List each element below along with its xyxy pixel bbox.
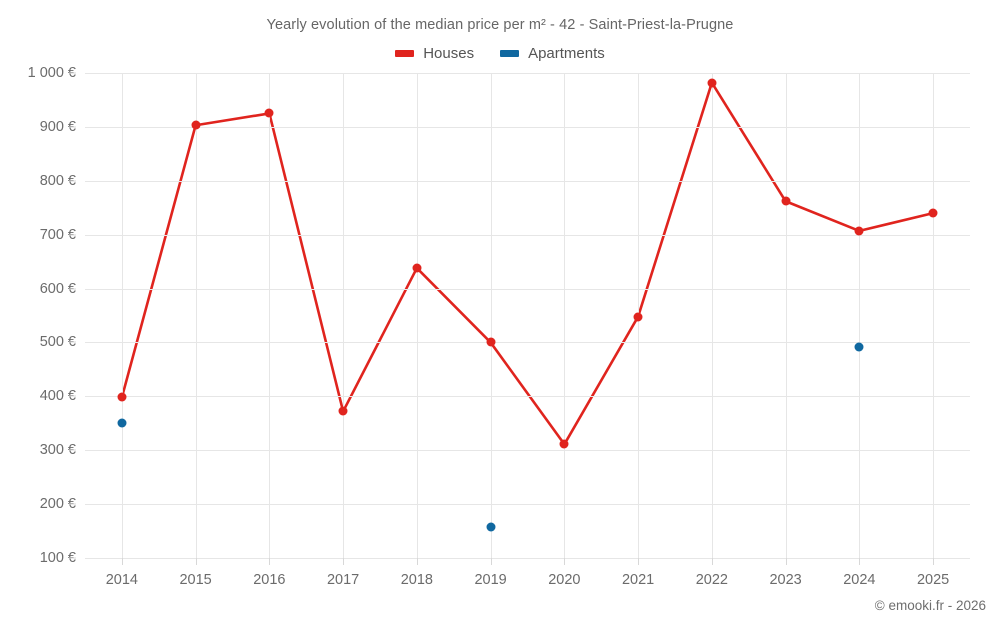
legend-item-label: Houses bbox=[423, 45, 475, 62]
gridline-horizontal bbox=[85, 396, 970, 398]
x-axis-tick-mark bbox=[195, 558, 197, 565]
y-axis-tick-mark bbox=[69, 288, 76, 290]
data-point-houses-2015[interactable] bbox=[191, 120, 201, 130]
x-axis-tick-mark bbox=[933, 558, 935, 565]
y-axis-tick-label: 1 000 € bbox=[27, 65, 76, 81]
x-axis-tick-label: 2022 bbox=[695, 572, 729, 588]
y-axis-tick-mark bbox=[69, 395, 76, 397]
y-axis-tick-mark bbox=[69, 449, 76, 451]
gridline-vertical bbox=[343, 73, 345, 558]
gridline-vertical bbox=[711, 73, 713, 558]
gridline-vertical bbox=[121, 73, 123, 558]
x-axis-tick-mark bbox=[269, 558, 271, 565]
data-point-houses-2020[interactable] bbox=[559, 439, 569, 449]
data-point-houses-2019[interactable] bbox=[486, 337, 496, 347]
gridline-vertical bbox=[933, 73, 935, 558]
x-axis-tick-label: 2019 bbox=[474, 572, 507, 588]
gridline-horizontal bbox=[85, 73, 970, 74]
y-axis-tick-mark bbox=[69, 72, 76, 74]
y-axis-tick-label: 500 € bbox=[39, 334, 76, 351]
data-point-houses-2025[interactable] bbox=[928, 208, 938, 218]
series-line-houses bbox=[120, 81, 935, 446]
x-axis-tick-mark bbox=[343, 558, 345, 565]
gridline-horizontal bbox=[85, 234, 970, 236]
data-point-houses-2024[interactable] bbox=[854, 226, 864, 236]
data-point-houses-2022[interactable] bbox=[707, 78, 717, 88]
chart-title: Yearly evolution of the median price per… bbox=[266, 17, 734, 33]
data-point-apartments-2019[interactable] bbox=[486, 522, 496, 532]
data-point-apartments-2024[interactable] bbox=[854, 342, 864, 352]
x-axis-tick-label: 2025 bbox=[916, 572, 950, 588]
y-axis-tick-label: 100 € bbox=[39, 550, 76, 566]
data-point-houses-2021[interactable] bbox=[633, 312, 643, 322]
legend-item-apartments[interactable]: Apartments bbox=[500, 45, 605, 62]
x-axis: 2014 2015 2016 2017 2018 2019 2020 2021 2022 2023… bbox=[85, 558, 970, 598]
x-axis-tick-label: 2015 bbox=[179, 572, 212, 588]
y-axis: 1 000 € 900 € 800 € 700 € 600 € 500 € 400 € 300… bbox=[0, 65, 76, 566]
y-axis-tick-label: 400 € bbox=[39, 388, 76, 405]
legend-item-label: Apartments bbox=[528, 45, 605, 62]
x-axis-tick-label: 2021 bbox=[621, 572, 655, 588]
y-axis-tick-mark bbox=[69, 503, 76, 505]
legend-swatch-icon bbox=[500, 50, 520, 57]
plot-area bbox=[85, 73, 970, 559]
y-axis-tick-mark bbox=[69, 341, 76, 343]
gridline-horizontal bbox=[85, 504, 970, 506]
y-axis-tick-mark bbox=[69, 126, 76, 128]
y-axis-tick-label: 300 € bbox=[39, 442, 76, 459]
x-axis-tick-mark bbox=[564, 558, 566, 565]
credit-label: © emooki.fr - 2026 bbox=[874, 598, 986, 613]
x-axis-tick-label: 2017 bbox=[326, 572, 360, 588]
gridline-vertical bbox=[785, 73, 787, 558]
chart-legend: Houses Apartments bbox=[0, 45, 1000, 62]
x-axis-tick-label: 2016 bbox=[253, 572, 286, 588]
x-axis-tick-label: 2024 bbox=[843, 572, 876, 588]
legend-item-houses[interactable]: Houses bbox=[395, 45, 474, 62]
y-axis-tick-label: 900 € bbox=[39, 118, 76, 135]
x-axis-tick-mark bbox=[859, 558, 861, 565]
gridline-horizontal bbox=[85, 450, 970, 452]
gridline-vertical bbox=[490, 73, 492, 558]
gridline-horizontal bbox=[85, 558, 970, 559]
data-point-houses-2017[interactable] bbox=[338, 406, 348, 416]
gridline-horizontal bbox=[85, 180, 970, 182]
legend-swatch-icon bbox=[395, 50, 415, 57]
y-axis-tick-label: 700 € bbox=[39, 226, 76, 243]
data-point-apartments-2014[interactable] bbox=[117, 418, 127, 428]
gridline-horizontal bbox=[85, 126, 970, 128]
y-axis-tick-mark bbox=[69, 180, 76, 182]
x-axis-tick-mark bbox=[121, 558, 123, 565]
data-point-houses-2023[interactable] bbox=[781, 196, 791, 206]
x-axis-tick-mark bbox=[711, 558, 713, 565]
gridline-vertical bbox=[269, 73, 271, 558]
y-axis-tick-mark bbox=[69, 557, 76, 559]
gridline-vertical bbox=[195, 73, 197, 558]
y-axis-tick-label: 800 € bbox=[39, 172, 76, 189]
data-point-houses-2014[interactable] bbox=[117, 392, 127, 402]
data-point-houses-2016[interactable] bbox=[264, 108, 274, 118]
x-axis-tick-label: 2014 bbox=[105, 572, 139, 588]
x-axis-tick-mark bbox=[638, 558, 640, 565]
gridline-vertical bbox=[859, 73, 861, 558]
gridline-vertical bbox=[416, 73, 418, 558]
y-axis-tick-label: 600 € bbox=[39, 280, 76, 297]
x-axis-tick-label: 2018 bbox=[400, 572, 434, 588]
gridline-horizontal bbox=[85, 342, 970, 344]
gridline-horizontal bbox=[85, 288, 970, 290]
x-axis-tick-label: 2023 bbox=[769, 572, 802, 588]
y-axis-tick-mark bbox=[69, 234, 76, 236]
gridline-vertical bbox=[564, 73, 566, 558]
x-axis-tick-label: 2020 bbox=[548, 572, 581, 588]
series-lines bbox=[120, 81, 935, 446]
x-axis-tick-mark bbox=[416, 558, 418, 565]
data-point-houses-2018[interactable] bbox=[412, 263, 422, 273]
y-axis-tick-label: 200 € bbox=[39, 496, 76, 513]
x-axis-tick-mark bbox=[490, 558, 492, 565]
x-axis-tick-mark bbox=[785, 558, 787, 565]
